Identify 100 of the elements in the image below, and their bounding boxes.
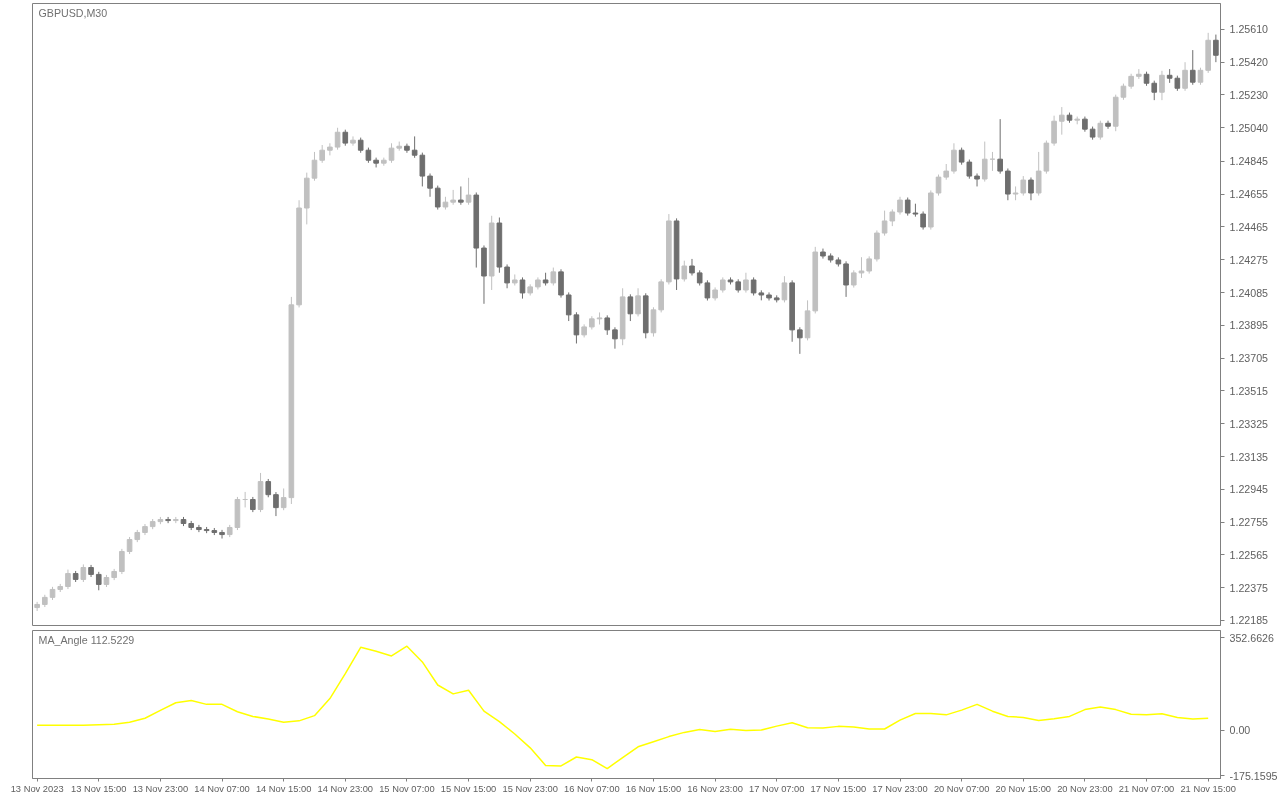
x-tick-label: 15 Nov 23:00	[502, 783, 558, 794]
x-tick-label: 15 Nov 15:00	[440, 783, 497, 794]
x-tick-label: 15 Nov 07:00	[379, 783, 435, 794]
y-tick-label: 1.23895	[1229, 319, 1269, 332]
candlestick	[458, 185, 464, 206]
candlestick	[419, 152, 426, 187]
candlestick	[997, 118, 1003, 175]
x-tick-label: 17 Nov 23:00	[872, 783, 928, 794]
candlestick	[627, 293, 634, 322]
candlestick	[519, 276, 526, 300]
x-tick-label: 21 Nov 07:00	[1118, 783, 1175, 794]
candlestick	[334, 127, 341, 151]
candlestick	[95, 571, 102, 591]
candlestick	[858, 256, 865, 279]
candlestick	[1035, 151, 1042, 197]
x-tick-label: 17 Nov 15:00	[810, 783, 867, 794]
y-tick-label: 352.6626	[1229, 631, 1275, 644]
candlestick	[612, 326, 618, 350]
y-tick-label: 1.25420	[1229, 56, 1269, 69]
candlestick	[935, 174, 942, 197]
x-tick-label: 16 Nov 15:00	[625, 783, 682, 794]
x-tick-label: 13 Nov 15:00	[71, 783, 127, 794]
y-tick-label: -175.1595	[1229, 769, 1278, 782]
candlestick	[1159, 70, 1165, 101]
y-tick-label: 1.25040	[1229, 121, 1269, 134]
y-tick-label: 1.24655	[1229, 188, 1269, 201]
line-series	[36, 645, 1209, 770]
y-tick-label: 1.24465	[1229, 221, 1269, 233]
candlestick	[311, 151, 318, 182]
candlestick	[766, 291, 772, 302]
candlestick	[1213, 34, 1219, 63]
candlestick	[966, 159, 973, 180]
x-tick-label: 14 Nov 07:00	[194, 783, 250, 794]
candlestick	[434, 185, 441, 211]
y-tick-label: 1.23705	[1229, 352, 1269, 365]
x-tick-label: 20 Nov 15:00	[995, 783, 1052, 794]
candlestick	[65, 569, 71, 590]
x-tick-label: 21 Nov 15:00	[1180, 783, 1236, 794]
x-tick-label: 16 Nov 07:00	[564, 783, 620, 794]
x-tick-label: 14 Nov 15:00	[255, 783, 312, 794]
candlestick	[881, 210, 888, 237]
candlestick	[1020, 175, 1027, 197]
x-tick-label: 14 Nov 23:00	[317, 783, 374, 794]
candlestick	[273, 491, 279, 517]
candlestick	[1105, 120, 1111, 130]
candlestick	[350, 135, 356, 147]
candlestick	[981, 141, 988, 183]
candlestick	[327, 142, 333, 156]
candlestick	[843, 260, 849, 298]
candlestick	[373, 157, 379, 168]
candlestick	[196, 524, 202, 533]
y-tick-label: 1.23135	[1229, 450, 1269, 463]
candlestick	[904, 196, 911, 217]
candlestick	[920, 210, 926, 231]
y-tick-label: 1.22755	[1229, 516, 1269, 529]
candlestick	[1151, 80, 1158, 101]
candlestick	[1058, 106, 1065, 136]
y-tick-label: 1.23515	[1229, 384, 1269, 397]
candlestick	[650, 306, 657, 338]
candlestick	[750, 276, 757, 297]
y-tick-label: 1.23325	[1229, 417, 1269, 430]
candlestick	[427, 173, 433, 198]
candlestick	[596, 311, 603, 326]
candlestick	[119, 548, 125, 575]
candlestick	[1189, 49, 1196, 86]
chart-title: GBPUSD,M30	[38, 6, 108, 19]
y-tick-label: 1.22375	[1229, 581, 1269, 594]
candlestick	[1005, 167, 1011, 201]
candlestick	[465, 177, 472, 206]
candlestick	[781, 275, 788, 303]
candlestick	[743, 272, 749, 294]
candlestick	[565, 291, 572, 322]
y-tick-label: 0.00	[1229, 724, 1251, 737]
x-tick-label: 20 Nov 23:00	[1057, 783, 1113, 794]
y-tick-label: 1.24845	[1229, 155, 1269, 168]
candlestick	[635, 287, 641, 317]
chart-title: MA_Angle 112.5229	[38, 633, 135, 646]
candlestick	[704, 279, 711, 302]
candlestick	[34, 601, 40, 612]
candlestick	[388, 142, 395, 164]
candlestick	[219, 529, 225, 540]
x-tick-label: 20 Nov 07:00	[933, 783, 990, 794]
y-tick-label: 1.24275	[1229, 253, 1269, 266]
candlestick	[1097, 120, 1104, 141]
y-tick-label: 1.22185	[1229, 614, 1269, 627]
y-tick-label: 1.24085	[1229, 286, 1269, 299]
candlestick	[1051, 115, 1057, 147]
candlestick	[951, 142, 957, 175]
candlestick	[573, 311, 580, 344]
candlestick	[411, 135, 418, 159]
y-tick-label: 1.22945	[1229, 483, 1269, 496]
y-tick-label: 1.25230	[1229, 88, 1269, 101]
x-tick-label: 16 Nov 23:00	[687, 783, 743, 794]
y-tick-label: 1.25610	[1229, 23, 1269, 36]
candlestick	[974, 173, 980, 187]
candlestick	[604, 314, 611, 336]
x-tick-label: 13 Nov 23:00	[132, 783, 189, 794]
candlestick	[558, 268, 564, 299]
y-tick-label: 1.22565	[1229, 548, 1269, 561]
candlestick	[797, 326, 803, 355]
